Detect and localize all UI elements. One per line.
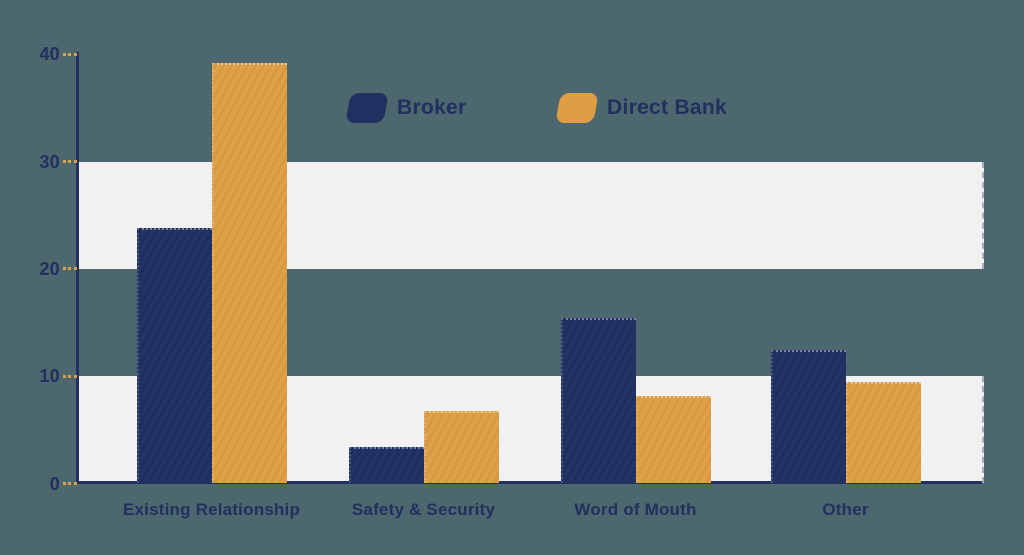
direct-bank-swatch: [555, 93, 599, 123]
broker-swatch: [345, 93, 389, 123]
y-tick-mark-40: [63, 52, 77, 56]
y-tick-label-30: 30: [39, 151, 60, 172]
bar-direct-bank-other: [845, 381, 921, 484]
x-label-existing-relationship: Existing Relationship: [122, 500, 301, 519]
bar-broker-existing-relationship: [136, 228, 212, 484]
y-tick-mark-30: [63, 160, 77, 164]
y-tick-mark-20: [63, 267, 77, 271]
bar-broker-word-of-mouth: [560, 318, 636, 484]
y-tick-label-40: 40: [39, 44, 60, 65]
y-tick-mark-0: [63, 482, 77, 485]
bar-broker-safety-security: [348, 447, 424, 484]
bar-broker-other: [770, 350, 846, 484]
y-axis-line: [76, 52, 79, 484]
bar-direct-bank-word-of-mouth: [635, 395, 711, 484]
y-tick-mark-10: [63, 374, 77, 378]
legend-label-broker: Broker: [397, 96, 467, 119]
y-tick-label-0: 0: [49, 473, 60, 494]
x-label-safety-security: Safety & Security: [351, 500, 496, 519]
y-tick-label-10: 10: [39, 366, 60, 387]
bar-direct-bank-existing-relationship: [211, 63, 287, 484]
x-label-other: Other: [822, 500, 869, 519]
x-label-word-of-mouth: Word of Mouth: [574, 500, 697, 519]
legend-item-direct-bank: Direct Bank: [555, 93, 728, 123]
x-axis-line: [77, 481, 982, 484]
bar-direct-bank-safety-security: [423, 410, 499, 484]
y-tick-label-20: 20: [39, 258, 60, 279]
legend-label-direct-bank: Direct Bank: [607, 96, 728, 119]
legend-item-broker: Broker: [345, 93, 467, 123]
